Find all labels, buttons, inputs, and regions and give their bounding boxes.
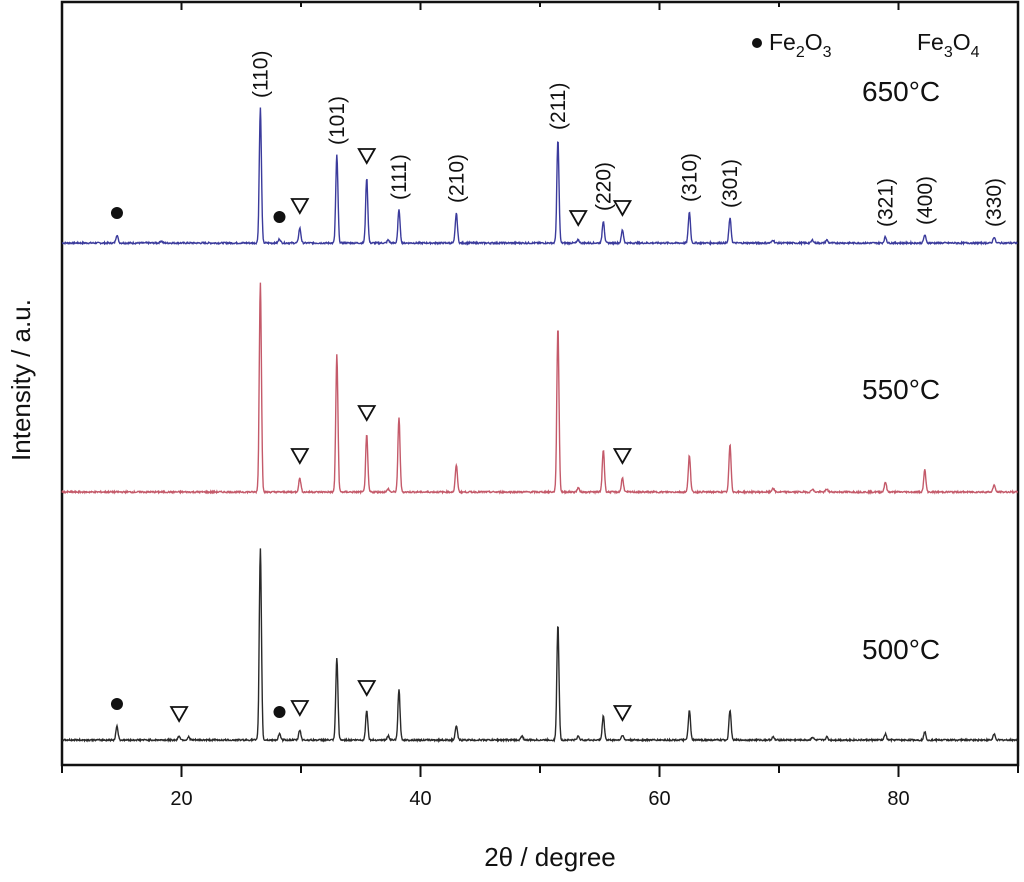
series-label-650: 650°C [862,76,940,107]
hkl-label: (210) [445,154,468,203]
hkl-label: (310) [678,153,701,202]
legend-fe2o3-label: Fe2O3 [769,29,832,61]
fe3o4-marker-icon [612,200,633,217]
x-tick-label: 60 [648,788,670,810]
fe3o4-marker-icon [290,700,310,717]
hkl-label: (321) [874,178,897,227]
hkl-label: (110) [249,51,272,98]
hkl-label: (400) [914,176,937,225]
series-trace-1 [61,282,1019,496]
x-tick-label: 20 [170,788,192,810]
legend-fe2o3-marker [752,38,762,48]
series-label-550: 550°C [862,374,940,405]
fe3o4-marker-icon [357,680,377,697]
hkl-label: (220) [592,162,615,211]
fe3o4-marker-icon [612,448,633,465]
fe3o4-marker-icon [612,705,633,722]
legend-fe3o4-label: Fe3O4 [917,29,980,61]
hkl-label: (301) [719,159,742,208]
fe2o3-marker-icon [110,207,123,219]
hkl-label: (101) [326,96,349,145]
series-label-500: 500°C [862,634,940,665]
fe3o4-marker-icon [568,210,588,227]
hkl-label: (111) [388,154,411,200]
hkl-label: (330) [983,178,1006,227]
series-trace-2 [61,548,1018,744]
fe2o3-marker-icon [273,211,286,223]
series-trace-0 [61,107,1018,247]
fe3o4-marker-icon [290,448,310,465]
fe3o4-marker-icon [357,405,377,422]
legend: Fe2O3 Fe3O4 [752,29,980,61]
y-axis-label: Intensity / a.u. [6,299,36,461]
fe3o4-marker-icon [290,198,310,215]
hkl-label: (211) [547,83,570,130]
x-axis-label: 2θ / degree [484,842,616,872]
x-tick-label: 40 [409,788,431,810]
fe3o4-marker-icon [169,706,189,723]
x-tick-label: 80 [887,788,909,810]
fe2o3-marker-icon [273,706,286,718]
fe3o4-marker-icon [357,148,377,165]
fe2o3-marker-icon [110,698,123,710]
